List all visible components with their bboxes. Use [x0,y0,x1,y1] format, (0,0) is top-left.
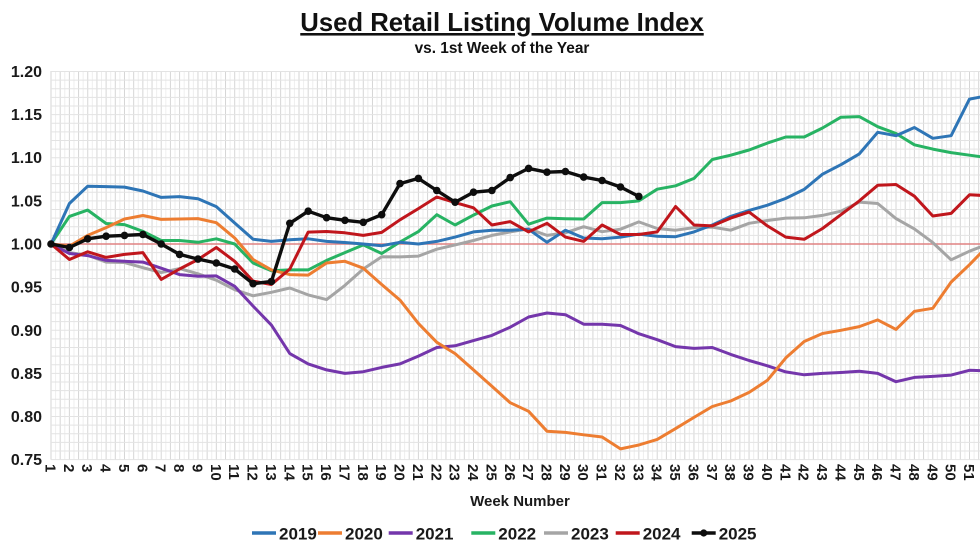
svg-text:30: 30 [574,464,591,481]
svg-text:31: 31 [593,464,610,481]
svg-text:11: 11 [225,464,242,480]
svg-text:29: 29 [556,464,573,481]
svg-text:21: 21 [409,464,426,481]
svg-text:40: 40 [758,464,775,481]
svg-text:Week Number: Week Number [470,493,570,510]
svg-text:28: 28 [538,464,555,481]
svg-text:2019: 2019 [279,525,317,544]
svg-text:41: 41 [776,464,793,481]
svg-text:44: 44 [831,464,848,481]
svg-text:6: 6 [133,464,150,472]
svg-text:0.75: 0.75 [11,452,42,469]
svg-text:42: 42 [795,464,812,481]
svg-text:35: 35 [666,464,683,481]
svg-text:27: 27 [519,464,536,481]
svg-text:33: 33 [629,464,646,481]
svg-text:1.10: 1.10 [11,150,42,167]
svg-text:2023: 2023 [571,525,609,544]
svg-text:0.85: 0.85 [11,366,42,383]
svg-text:47: 47 [887,464,904,481]
svg-text:13: 13 [262,464,279,481]
svg-text:3: 3 [78,464,95,472]
svg-text:0.95: 0.95 [11,280,42,297]
svg-text:0.80: 0.80 [11,409,42,426]
svg-text:2022: 2022 [498,525,536,544]
svg-text:50: 50 [942,464,959,481]
svg-text:5: 5 [115,464,132,472]
svg-text:10: 10 [207,464,224,481]
svg-text:37: 37 [703,464,720,481]
svg-text:32: 32 [611,464,628,481]
svg-text:1.05: 1.05 [11,193,42,210]
svg-text:2021: 2021 [416,525,454,544]
svg-text:7: 7 [152,464,169,472]
svg-text:2: 2 [60,464,77,472]
svg-text:12: 12 [244,464,261,481]
svg-text:9: 9 [189,464,206,472]
svg-text:18: 18 [354,464,371,481]
svg-text:Used Retail Listing Volume Ind: Used Retail Listing Volume Index [300,9,704,37]
svg-text:26: 26 [501,464,518,481]
svg-text:2020: 2020 [345,525,383,544]
svg-text:8: 8 [170,464,187,472]
svg-text:16: 16 [317,464,334,481]
svg-text:2024: 2024 [643,525,681,544]
svg-text:15: 15 [299,464,316,481]
svg-text:17: 17 [335,464,352,481]
svg-text:39: 39 [740,464,757,481]
svg-text:43: 43 [813,464,830,481]
svg-text:1.15: 1.15 [11,107,42,124]
svg-text:1.20: 1.20 [11,64,42,81]
svg-text:51: 51 [960,464,977,481]
svg-text:1: 1 [42,464,59,472]
svg-text:38: 38 [721,464,738,481]
svg-text:48: 48 [905,464,922,481]
svg-text:0.90: 0.90 [11,323,42,340]
svg-text:2025: 2025 [719,525,757,544]
svg-text:22: 22 [427,464,444,481]
svg-text:45: 45 [850,464,867,481]
svg-text:14: 14 [280,464,297,481]
svg-text:46: 46 [868,464,885,481]
svg-text:4: 4 [97,464,114,473]
svg-text:25: 25 [482,464,499,481]
svg-text:vs. 1st Week of the Year: vs. 1st Week of the Year [415,40,590,57]
svg-text:1.00: 1.00 [11,237,42,254]
svg-text:36: 36 [685,464,702,481]
svg-text:24: 24 [464,464,481,481]
svg-text:19: 19 [372,464,389,481]
svg-text:23: 23 [446,464,463,481]
svg-text:20: 20 [391,464,408,481]
svg-text:34: 34 [648,464,665,481]
svg-text:49: 49 [923,464,940,481]
